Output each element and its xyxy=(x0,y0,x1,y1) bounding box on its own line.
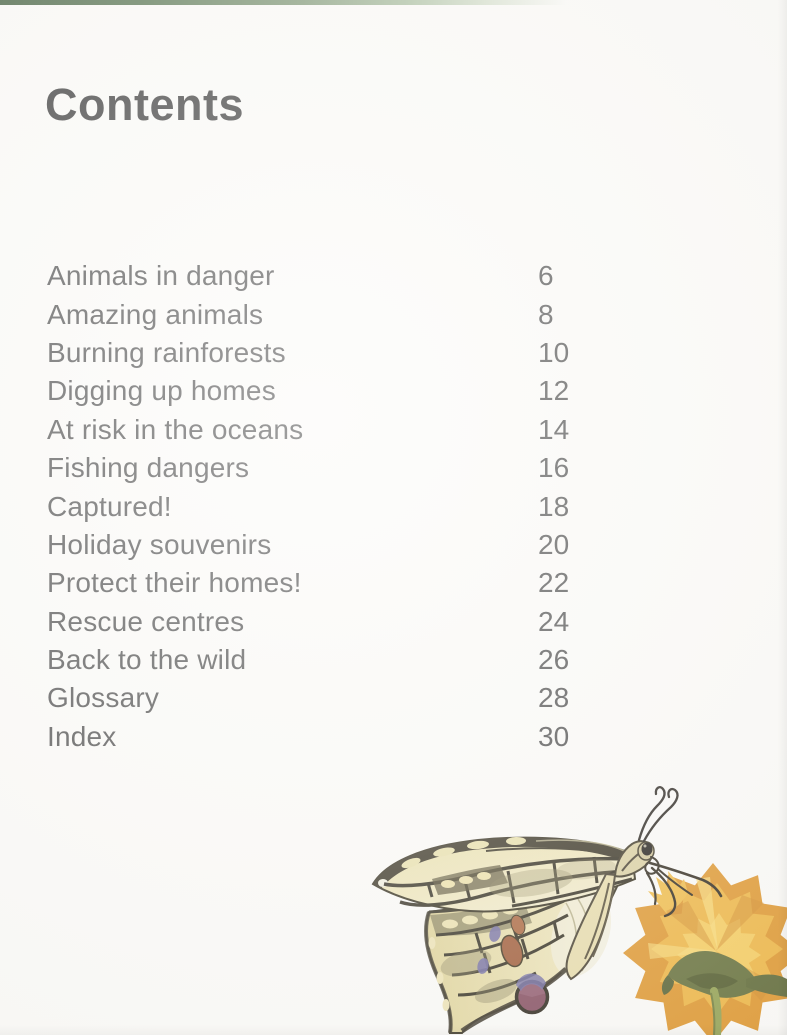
toc-entry-page: 8 xyxy=(538,298,554,330)
toc-entry-label: Amazing animals xyxy=(47,298,264,330)
toc-entry-page: 30 xyxy=(538,720,570,752)
toc-row: Glossary 28 xyxy=(0,679,787,717)
toc-entry-page: 16 xyxy=(538,452,570,484)
toc-entry-page: 12 xyxy=(538,375,570,407)
toc-entry-label: Fishing dangers xyxy=(47,452,250,484)
toc-row: Burning rainforests 10 xyxy=(0,334,787,372)
page-top-edge-strip xyxy=(0,0,787,5)
toc-row: Captured! 18 xyxy=(0,487,787,525)
butterfly-eyespot xyxy=(514,973,550,1015)
toc-row: Digging up homes 12 xyxy=(0,372,787,410)
butterfly-antennae xyxy=(637,786,679,843)
toc-row: Back to the wild 26 xyxy=(0,641,787,679)
toc-entry-label: Index xyxy=(47,720,117,752)
toc-entry-label: Animals in danger xyxy=(47,260,275,292)
toc-entry-label: Burning rainforests xyxy=(47,336,286,368)
toc-entry-label: Holiday souvenirs xyxy=(47,528,272,560)
toc-row: At risk in the oceans 14 xyxy=(0,411,787,449)
toc-entry-label: Back to the wild xyxy=(47,644,247,676)
toc-row: Rescue centres 24 xyxy=(0,603,787,641)
toc-entry-page: 28 xyxy=(538,682,570,714)
yellow-flower xyxy=(623,863,787,1035)
butterfly-on-flower-photo xyxy=(371,786,787,1035)
toc-row: Index 30 xyxy=(0,718,787,756)
toc-entry-page: 14 xyxy=(538,413,570,445)
toc-entry-page: 26 xyxy=(538,644,570,676)
toc-row: Holiday souvenirs 20 xyxy=(0,526,787,564)
toc-entry-page: 10 xyxy=(538,336,570,368)
toc-entry-page: 6 xyxy=(538,260,554,292)
toc-entry-label: Protect their homes! xyxy=(47,567,302,599)
toc-row: Animals in danger 6 xyxy=(0,257,787,295)
toc-entry-label: Glossary xyxy=(47,682,160,714)
toc-row: Amazing animals 8 xyxy=(0,295,787,333)
butterfly-head xyxy=(613,840,655,878)
toc-entry-label: Digging up homes xyxy=(47,375,276,407)
toc-entry-page: 24 xyxy=(538,605,570,637)
toc-entry-page: 22 xyxy=(538,567,570,599)
table-of-contents: Animals in danger 6 Amazing animals 8 Bu… xyxy=(0,257,787,756)
toc-entry-label: Captured! xyxy=(47,490,172,522)
toc-entry-page: 20 xyxy=(538,528,570,560)
toc-row: Protect their homes! 22 xyxy=(0,564,787,602)
page-title: Contents xyxy=(45,79,244,130)
toc-entry-label: Rescue centres xyxy=(47,605,245,637)
toc-entry-page: 18 xyxy=(538,490,570,522)
butterfly-eye xyxy=(641,842,653,856)
toc-row: Fishing dangers 16 xyxy=(0,449,787,487)
toc-entry-label: At risk in the oceans xyxy=(47,413,304,445)
